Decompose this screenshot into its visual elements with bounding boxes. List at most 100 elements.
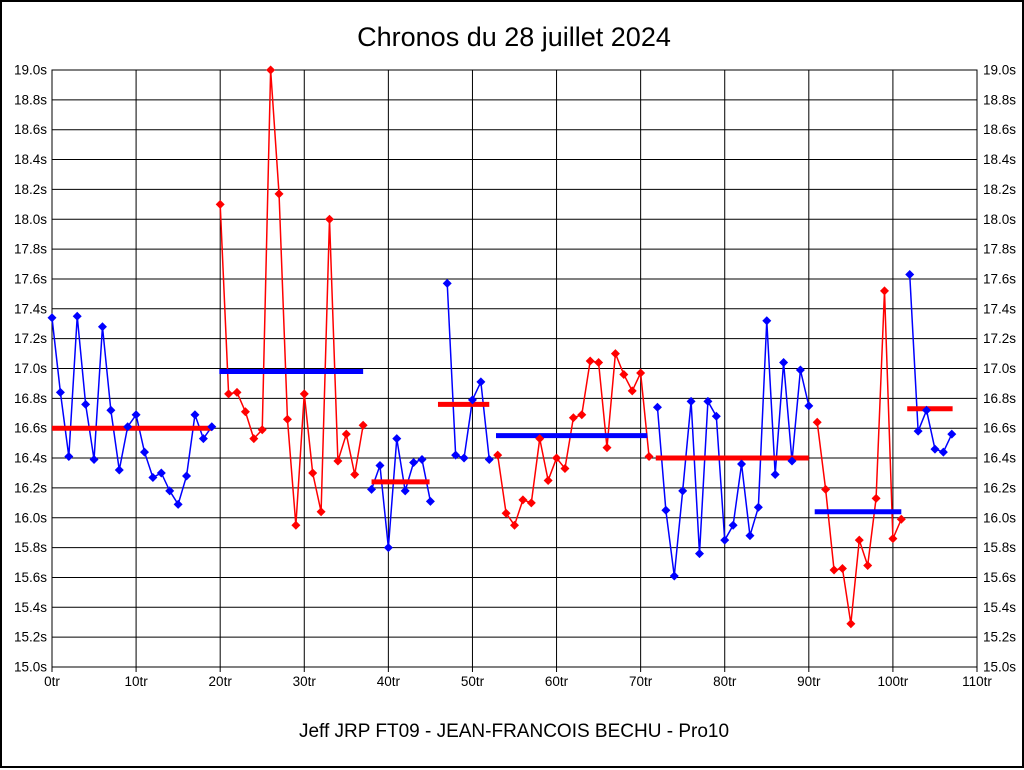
data-point-marker [896, 514, 906, 524]
data-point-marker [695, 549, 704, 559]
y-tick-label-right: 16.2s [983, 480, 1016, 495]
y-tick-label-right: 17.4s [983, 301, 1016, 316]
data-point-marker [232, 387, 242, 397]
data-point-marker [762, 316, 772, 326]
data-point-marker [123, 422, 133, 432]
y-tick-label-left: 15.8s [14, 540, 47, 555]
data-point-marker [400, 486, 410, 496]
data-point-marker [173, 499, 183, 509]
data-point-marker [947, 429, 957, 439]
data-point-marker [375, 461, 385, 471]
markers-layer [47, 65, 957, 629]
data-point-marker [442, 278, 452, 288]
x-tick-label: 60tr [545, 674, 569, 689]
average-lines-layer [52, 368, 953, 515]
y-tick-label-left: 17.8s [14, 242, 47, 257]
y-tick-label-left: 19.0s [14, 63, 47, 78]
data-point-marker [821, 484, 831, 494]
grid-layer: 15.0s 15.0s 15.2s 15.2s 15.4s 15.4s 15.6s 15.6s… [14, 63, 1016, 690]
data-point-marker [745, 531, 755, 541]
data-point-marker [131, 410, 141, 420]
data-point-marker [207, 422, 217, 432]
y-tick-label-left: 17.6s [14, 271, 47, 286]
y-tick-label-left: 17.2s [14, 331, 47, 346]
data-point-marker [753, 502, 763, 512]
data-point-marker [829, 565, 839, 575]
data-point-marker [720, 535, 730, 545]
data-point-marker [182, 471, 192, 481]
y-tick-label-left: 18.4s [14, 152, 47, 167]
y-tick-label-left: 17.4s [14, 301, 47, 316]
data-point-marker [325, 214, 334, 224]
data-point-marker [627, 386, 637, 396]
data-point-marker [711, 411, 721, 421]
y-tick-label-left: 15.4s [14, 600, 47, 615]
data-point-marker [333, 456, 343, 466]
stint-line-blue [370, 438, 432, 548]
x-tick-label: 40tr [377, 674, 401, 689]
data-point-marker [72, 311, 82, 321]
y-tick-label-right: 19.0s [983, 63, 1016, 78]
data-point-marker [274, 189, 284, 199]
y-tick-label-right: 17.8s [983, 242, 1016, 257]
data-point-marker [493, 450, 503, 460]
data-point-marker [804, 401, 814, 411]
data-point-marker [686, 396, 696, 406]
y-tick-label-right: 17.2s [983, 331, 1016, 346]
y-tick-label-right: 18.2s [983, 182, 1016, 197]
data-point-marker [358, 420, 368, 430]
data-point-marker [938, 447, 948, 457]
data-point-marker [417, 455, 427, 465]
y-tick-label-right: 16.4s [983, 451, 1016, 466]
data-point-marker [585, 356, 595, 366]
plot-border [51, 69, 978, 668]
y-tick-label-right: 17.0s [983, 361, 1016, 376]
y-tick-label-left: 16.8s [14, 391, 47, 406]
data-point-marker [451, 450, 461, 460]
data-point-marker [779, 358, 789, 368]
data-point-marker [198, 434, 208, 444]
data-point-marker [552, 453, 562, 463]
stint-line-blue [51, 316, 213, 507]
y-tick-label-right: 18.6s [983, 122, 1016, 137]
data-point-marker [392, 434, 402, 444]
data-point-marker [299, 389, 309, 399]
data-point-marker [459, 453, 469, 463]
y-tick-label-right: 15.4s [983, 600, 1016, 615]
data-point-marker [535, 434, 545, 444]
y-tick-label-left: 18.6s [14, 122, 47, 137]
x-tick-label: 110tr [962, 674, 992, 689]
x-tick-label: 100tr [878, 674, 909, 689]
y-tick-label-right: 15.8s [983, 540, 1016, 555]
y-tick-label-left: 15.6s [14, 570, 47, 585]
y-tick-label-right: 15.6s [983, 570, 1016, 585]
data-point-marker [577, 410, 587, 420]
y-tick-label-left: 17.0s [14, 361, 47, 376]
data-point-marker [89, 455, 99, 465]
x-tick-label: 30tr [293, 674, 317, 689]
data-point-marker [787, 456, 797, 466]
data-point-marker [367, 484, 377, 494]
y-tick-label-left: 18.0s [14, 212, 47, 227]
data-point-marker [316, 507, 326, 517]
data-point-marker [652, 402, 662, 412]
y-tick-label-right: 18.4s [983, 152, 1016, 167]
data-point-marker [526, 498, 536, 508]
y-tick-label-right: 15.0s [983, 660, 1016, 675]
y-tick-label-right: 18.0s [983, 212, 1016, 227]
data-point-marker [97, 322, 107, 332]
data-point-marker [47, 313, 57, 323]
data-point-marker [55, 387, 65, 397]
data-point-marker [350, 469, 360, 479]
data-point-marker [922, 405, 932, 415]
data-point-marker [888, 534, 898, 544]
data-point-marker [636, 368, 646, 378]
data-point-marker [240, 407, 250, 417]
data-point-marker [106, 405, 116, 415]
data-point-marker [341, 429, 351, 439]
data-point-marker [846, 619, 856, 629]
data-point-marker [308, 468, 318, 478]
y-tick-label-left: 18.8s [14, 92, 47, 107]
